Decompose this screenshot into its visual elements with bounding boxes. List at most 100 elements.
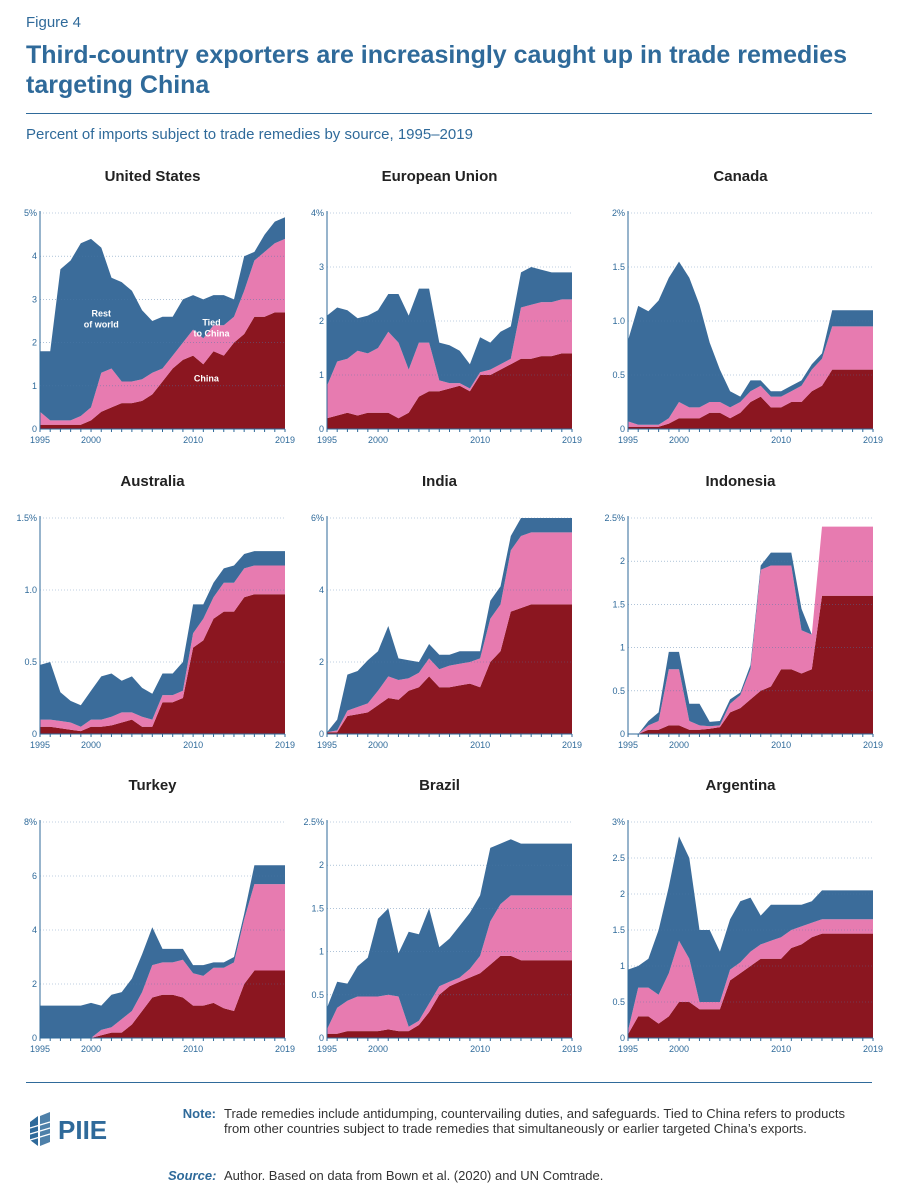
x-tick-label: 2019	[275, 1044, 295, 1054]
note-label: Note:	[182, 1106, 216, 1121]
footer: PIIE Note: Trade remedies include antidu…	[0, 1090, 900, 1200]
x-tick-label: 2000	[669, 1044, 689, 1054]
y-tick-label: 8%	[24, 817, 37, 827]
page-title: Third-country exporters are increasingly…	[26, 41, 848, 99]
area-tied-to-china	[628, 326, 873, 427]
y-tick-label: 0	[32, 424, 37, 434]
area-china	[327, 955, 572, 1038]
y-tick-label: 1	[319, 947, 324, 957]
annotation-line: of world	[84, 320, 119, 330]
x-tick-label: 1995	[618, 435, 638, 445]
x-tick-label: 1995	[317, 740, 337, 750]
area-rest-of-world	[40, 865, 285, 1038]
piie-logo: PIIE	[28, 1108, 148, 1148]
chart-title: Canada	[713, 168, 768, 185]
area-tied-to-china	[327, 299, 572, 419]
y-tick-label: 0	[319, 729, 324, 739]
area-tied-to-china	[40, 884, 285, 1038]
y-tick-label: 2.5%	[604, 513, 625, 523]
y-tick-label: 0	[319, 1033, 324, 1043]
x-tick-label: 2019	[562, 740, 582, 750]
y-tick-label: 0	[319, 424, 324, 434]
chart-title: Indonesia	[705, 473, 776, 490]
y-tick-label: 3%	[612, 817, 625, 827]
area-china	[40, 312, 285, 429]
x-tick-label: 2000	[81, 740, 101, 750]
chart-title: India	[422, 473, 458, 490]
piie-logo-text: PIIE	[58, 1115, 107, 1145]
source-label: Source:	[168, 1168, 217, 1183]
area-china	[628, 933, 873, 1038]
x-tick-label: 2019	[275, 740, 295, 750]
y-tick-label: 6%	[311, 513, 324, 523]
x-tick-label: 2000	[81, 1044, 101, 1054]
x-tick-label: 2010	[771, 1044, 791, 1054]
x-tick-label: 2010	[771, 435, 791, 445]
title-rule	[26, 113, 872, 114]
chart-brazil: Brazil 0 0.5 1 1.5 2 2.5% 1995 2000 2010 2019	[303, 777, 582, 1054]
y-tick-label: 2	[319, 860, 324, 870]
chart-indonesia: Indonesia 0 0.5 1 1.5 2 2.5% 1995 2000 2010 2019	[604, 473, 883, 750]
area-tied-to-china	[628, 526, 873, 734]
y-tick-label: 2	[32, 979, 37, 989]
x-tick-label: 2019	[863, 740, 883, 750]
x-tick-label: 2019	[863, 1044, 883, 1054]
y-tick-label: 1	[620, 961, 625, 971]
y-tick-label: 1.0	[612, 316, 625, 326]
y-tick-label: 2.5%	[303, 817, 324, 827]
chart-title: Australia	[120, 473, 185, 490]
x-tick-label: 2019	[562, 1044, 582, 1054]
piie-logo-mark	[29, 1112, 51, 1146]
annotation-line: Tied	[202, 317, 220, 327]
area-tied-to-china	[628, 919, 873, 1035]
y-tick-label: 0.5	[612, 997, 625, 1007]
chart-subtitle: Percent of imports subject to trade reme…	[26, 126, 473, 143]
annotation-line: China	[194, 373, 220, 383]
area-tied-to-china	[327, 532, 572, 733]
y-tick-label: 0.5	[24, 657, 37, 667]
chart-united-states: United States 0 1 2 3 4 5% 1995 2000 2010 2019 Rest…	[24, 168, 295, 445]
y-tick-label: 0.5	[311, 990, 324, 1000]
x-tick-label: 2010	[470, 435, 490, 445]
y-tick-label: 0	[620, 424, 625, 434]
y-tick-label: 2%	[612, 208, 625, 218]
x-tick-label: 2019	[863, 435, 883, 445]
y-tick-label: 2	[620, 889, 625, 899]
x-tick-label: 1995	[30, 435, 50, 445]
y-tick-label: 1	[620, 643, 625, 653]
x-tick-label: 2000	[81, 435, 101, 445]
area-rest-of-world	[628, 836, 873, 1031]
x-tick-label: 2019	[562, 435, 582, 445]
y-tick-label: 0	[32, 1033, 37, 1043]
x-tick-label: 2000	[669, 435, 689, 445]
chart-canada: Canada 0 0.5 1.0 1.5 2% 1995 2000 2010 2019	[612, 168, 883, 445]
y-tick-label: 0	[32, 729, 37, 739]
chart-title: European Union	[382, 168, 498, 185]
area-china	[628, 595, 873, 734]
x-tick-label: 2010	[470, 740, 490, 750]
area-rest-of-world	[628, 261, 873, 425]
chart-title: Brazil	[419, 777, 460, 794]
y-tick-label: 3	[319, 262, 324, 272]
y-tick-label: 2	[620, 556, 625, 566]
x-tick-label: 2010	[183, 435, 203, 445]
area-china	[327, 604, 572, 734]
area-rest-of-world	[40, 217, 285, 421]
y-tick-label: 5%	[24, 208, 37, 218]
y-tick-label: 2.5	[612, 853, 625, 863]
y-tick-label: 2	[319, 316, 324, 326]
y-tick-label: 1	[32, 381, 37, 391]
y-tick-label: 6	[32, 871, 37, 881]
y-tick-label: 4	[319, 585, 324, 595]
source-text: Author. Based on data from Bown et al. (…	[224, 1168, 604, 1183]
x-tick-label: 1995	[618, 740, 638, 750]
chart-title: Turkey	[128, 777, 177, 794]
series-annotation: Rest of world	[84, 309, 119, 330]
y-tick-label: 1.5	[612, 599, 625, 609]
x-tick-label: 2000	[669, 740, 689, 750]
x-tick-label: 2010	[470, 1044, 490, 1054]
footer-rule	[26, 1082, 872, 1083]
series-annotation: Tied to China	[194, 317, 231, 338]
x-tick-label: 2019	[275, 435, 295, 445]
series-annotation: China	[194, 373, 220, 383]
